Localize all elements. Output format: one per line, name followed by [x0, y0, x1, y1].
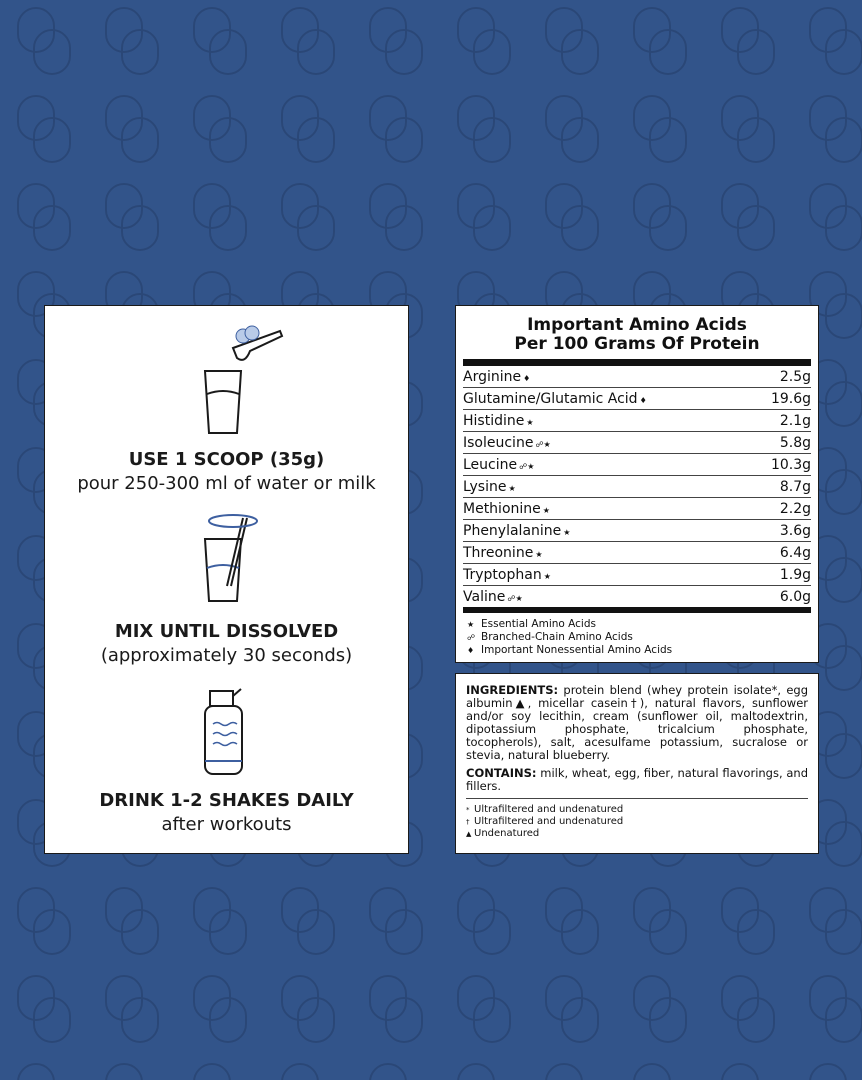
amino-name-cell: Lysine ★ [463, 476, 516, 497]
title-line: Per 100 Grams Of Protein [514, 334, 760, 354]
amino-name: Isoleucine [463, 435, 534, 451]
amino-name: Histidine [463, 413, 525, 429]
amino-marks: ★ [526, 418, 534, 427]
amino-row: Arginine ♦ 2.5g [463, 366, 811, 388]
legend-text: Important Nonessential Amino Acids [481, 644, 673, 656]
amino-value: 3.6g [779, 523, 811, 539]
amino-name-cell: Arginine ♦ [463, 366, 530, 387]
amino-row: Leucine ☍★ 10.3g [463, 454, 811, 476]
note-text: Undenatured [474, 828, 540, 839]
step: USE 1 SCOOP (35g) pour 250-300 ml of wate… [45, 449, 408, 494]
amino-row: Threonine ★ 6.4g [463, 542, 811, 564]
amino-value: 1.9g [779, 567, 811, 583]
note: † Ultrafiltered and undenatured [466, 816, 808, 828]
contains: CONTAINS: milk, wheat, egg, fiber, natur… [466, 767, 808, 799]
amino-marks: ★ [563, 528, 571, 537]
instructions-panel: USE 1 SCOOP (35g) pour 250-300 ml of wate… [44, 305, 409, 854]
amino-value: 8.7g [779, 479, 811, 495]
amino-name: Phenylalanine [463, 523, 562, 539]
amino-row: Glutamine/Glutamic Acid ♦ 19.6g [463, 388, 811, 410]
label: INGREDIENTS: [466, 683, 559, 697]
amino-name: Tryptophan [463, 567, 542, 583]
note-text: Ultrafiltered and undenatured [474, 816, 624, 827]
legend-symbol: ♦ [467, 646, 475, 655]
amino-row: Phenylalanine ★ 3.6g [463, 520, 811, 542]
legend-symbol: ☍ [467, 633, 476, 642]
step-subtitle: (approximately 30 seconds) [100, 645, 353, 666]
amino-value: 2.1g [779, 413, 811, 429]
amino-value: 19.6g [770, 391, 811, 407]
rule [463, 359, 811, 366]
rule [463, 607, 811, 613]
legend-item: ♦ Important Nonessential Amino Acids [467, 644, 818, 657]
amino-marks: ☍★ [507, 594, 523, 603]
amino-value: 10.3g [770, 457, 811, 473]
amino-name-cell: Leucine ☍★ [463, 454, 534, 475]
text: milk, wheat, egg, fiber, natural flavori… [466, 766, 809, 793]
amino-marks: ♦ [639, 396, 647, 405]
amino-value: 5.8g [779, 435, 811, 451]
amino-name-cell: Tryptophan ★ [463, 564, 551, 585]
amino-value: 2.5g [779, 369, 811, 385]
legend-text: Branched-Chain Amino Acids [481, 631, 633, 643]
note-text: Ultrafiltered and undenatured [474, 804, 624, 815]
amino-marks: ★ [542, 506, 550, 515]
note: ▲ Undenatured [466, 828, 808, 840]
title-line: Important Amino Acids [527, 315, 747, 335]
step-title: DRINK 1-2 SHAKES DAILY [99, 790, 354, 811]
amino-marks: ★ [535, 550, 543, 559]
step-subtitle: pour 250-300 ml of water or milk [77, 473, 376, 494]
legend-item: ★ Essential Amino Acids [467, 618, 818, 631]
instruction-icons [203, 325, 284, 775]
note-symbol: † [466, 818, 470, 826]
amino-name-cell: Methionine ★ [463, 498, 550, 519]
legend-symbol: ★ [467, 620, 475, 629]
note-symbol: * [466, 806, 470, 814]
amino-name-cell: Valine ☍★ [463, 586, 523, 607]
step-subtitle: after workouts [161, 814, 292, 835]
amino-name-cell: Threonine ★ [463, 542, 542, 563]
amino-name: Leucine [463, 457, 518, 473]
amino-name: Methionine [463, 501, 541, 517]
amino-name: Lysine [463, 479, 507, 495]
amino-row: Tryptophan ★ 1.9g [463, 564, 811, 586]
step-title: USE 1 SCOOP (35g) [128, 449, 325, 470]
amino-name: Threonine [463, 545, 534, 561]
amino-name-cell: Phenylalanine ★ [463, 520, 570, 541]
amino-name: Valine [463, 589, 506, 605]
step: MIX UNTIL DISSOLVED (approximately 30 sec… [45, 621, 408, 666]
note: * Ultrafiltered and undenatured [466, 804, 808, 816]
step: DRINK 1-2 SHAKES DAILY after workouts [45, 790, 408, 835]
amino-name-cell: Histidine ★ [463, 410, 534, 431]
amino-marks: ☍★ [535, 440, 551, 449]
amino-value: 6.4g [779, 545, 811, 561]
amino-row: Isoleucine ☍★ 5.8g [463, 432, 811, 454]
text: protein blend (whey protein isolate*, eg… [466, 683, 809, 762]
legend-text: Essential Amino Acids [481, 618, 596, 630]
amino-marks: ★ [543, 572, 551, 581]
amino-row: Lysine ★ 8.7g [463, 476, 811, 498]
amino-row: Methionine ★ 2.2g [463, 498, 811, 520]
ingredients-panel: INGREDIENTS: protein blend (whey protein… [455, 673, 819, 854]
amino-name: Arginine [463, 369, 522, 385]
label: CONTAINS: [466, 766, 537, 780]
amino-panel: Important Amino Acids Per 100 Grams Of Pr… [455, 305, 819, 663]
amino-value: 2.2g [779, 501, 811, 517]
amino-row: Histidine ★ 2.1g [463, 410, 811, 432]
amino-name-cell: Isoleucine ☍★ [463, 432, 551, 453]
amino-name: Glutamine/Glutamic Acid [463, 391, 638, 407]
legend-item: ☍ Branched-Chain Amino Acids [467, 631, 818, 644]
amino-marks: ♦ [523, 374, 531, 383]
amino-marks: ★ [508, 484, 516, 493]
ingredients: INGREDIENTS: protein blend (whey protein… [466, 684, 808, 762]
amino-title: Important Amino Acids Per 100 Grams Of Pr… [456, 316, 818, 354]
amino-value: 6.0g [779, 589, 811, 605]
amino-name-cell: Glutamine/Glutamic Acid ♦ [463, 388, 647, 409]
step-title: MIX UNTIL DISSOLVED [114, 621, 339, 642]
amino-marks: ☍★ [519, 462, 535, 471]
amino-row: Valine ☍★ 6.0g [463, 586, 811, 607]
note-symbol: ▲ [466, 830, 472, 838]
